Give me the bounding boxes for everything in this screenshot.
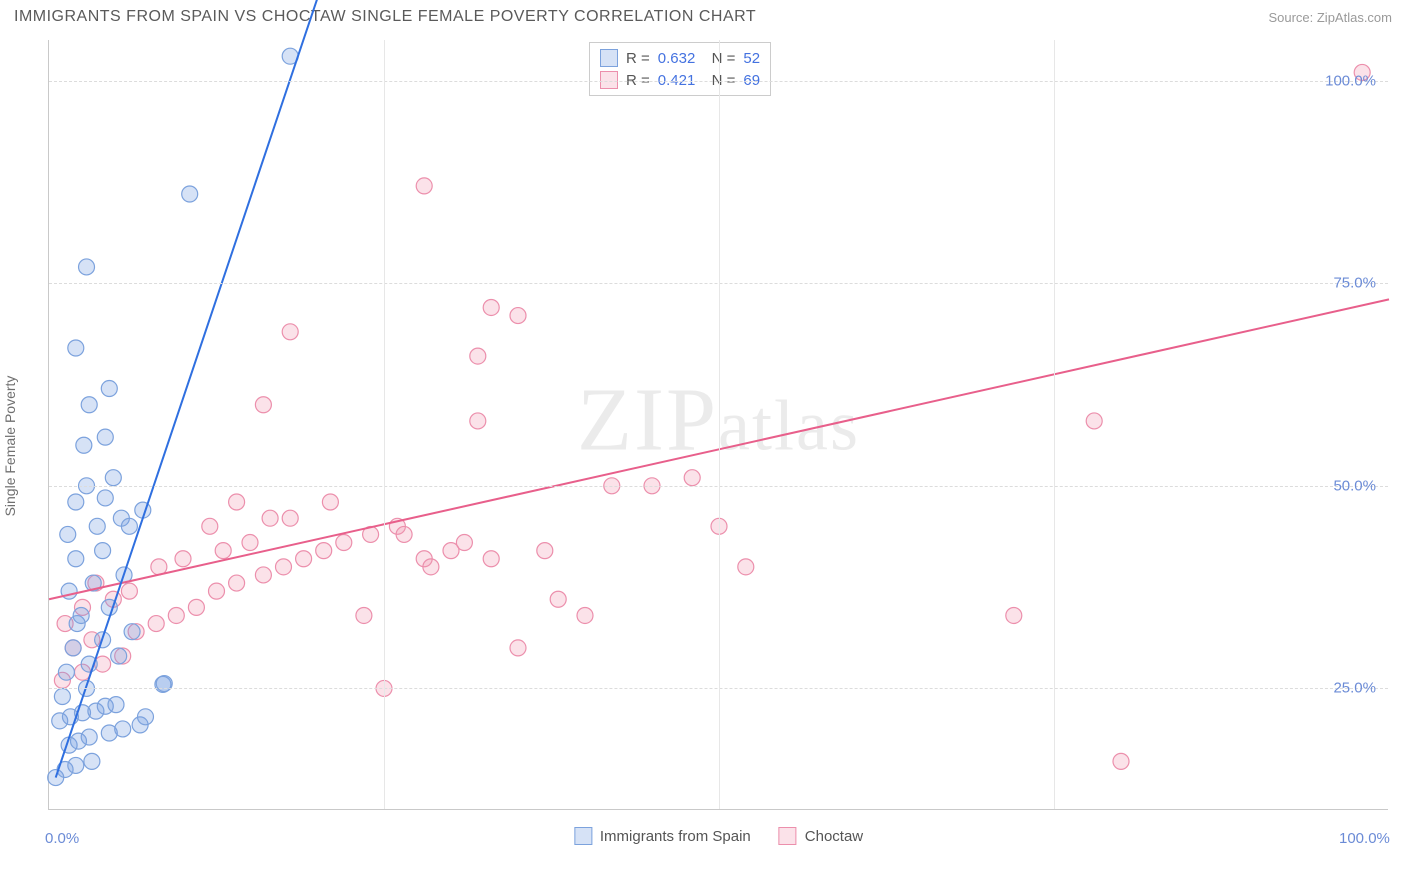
y-tick-label: 25.0% [1333, 680, 1376, 697]
data-point [60, 526, 76, 542]
data-point [1086, 413, 1102, 429]
data-point [229, 575, 245, 591]
data-point [65, 640, 81, 656]
data-point [396, 526, 412, 542]
data-point [115, 721, 131, 737]
regression-line [56, 0, 317, 778]
data-point [68, 494, 84, 510]
gridline-vertical [1054, 40, 1055, 809]
data-point [255, 397, 271, 413]
data-point [229, 494, 245, 510]
data-point [336, 535, 352, 551]
plot-area: ZIPatlas R = 0.632 N = 52 R = 0.421 N = … [48, 40, 1388, 810]
data-point [262, 510, 278, 526]
data-point [54, 689, 70, 705]
x-tick-label: 0.0% [45, 830, 79, 847]
data-point [202, 518, 218, 534]
data-point [168, 607, 184, 623]
data-point [537, 543, 553, 559]
data-point [95, 543, 111, 559]
y-axis-label: Single Female Poverty [2, 376, 18, 517]
data-point [97, 490, 113, 506]
data-point [68, 340, 84, 356]
data-point [296, 551, 312, 567]
data-point [137, 709, 153, 725]
data-point [81, 397, 97, 413]
data-point [76, 437, 92, 453]
data-point [276, 559, 292, 575]
data-point [215, 543, 231, 559]
data-point [101, 381, 117, 397]
source-label: Source: [1268, 10, 1316, 25]
data-point [68, 551, 84, 567]
swatch-bottom-2 [779, 827, 797, 845]
data-point [79, 259, 95, 275]
data-point [182, 186, 198, 202]
data-point [209, 583, 225, 599]
data-point [68, 757, 84, 773]
data-point [282, 510, 298, 526]
data-point [148, 616, 164, 632]
swatch-bottom-1 [574, 827, 592, 845]
data-point [73, 607, 89, 623]
data-point [316, 543, 332, 559]
r-label: R = [626, 50, 650, 67]
legend-item-1: Immigrants from Spain [574, 827, 751, 845]
data-point [470, 348, 486, 364]
chart-title: IMMIGRANTS FROM SPAIN VS CHOCTAW SINGLE … [14, 8, 756, 26]
data-point [356, 607, 372, 623]
data-point [124, 624, 140, 640]
legend-item-2: Choctaw [779, 827, 863, 845]
data-point [684, 470, 700, 486]
data-point [470, 413, 486, 429]
data-point [510, 308, 526, 324]
data-point [84, 753, 100, 769]
y-tick-label: 75.0% [1333, 275, 1376, 292]
data-point [456, 535, 472, 551]
y-tick-label: 50.0% [1333, 477, 1376, 494]
data-point [322, 494, 338, 510]
data-point [89, 518, 105, 534]
data-point [188, 599, 204, 615]
source-link[interactable]: ZipAtlas.com [1317, 10, 1392, 25]
data-point [108, 697, 124, 713]
data-point [483, 551, 499, 567]
swatch-series-1 [600, 49, 618, 67]
data-point [550, 591, 566, 607]
data-point [282, 324, 298, 340]
legend-label-2: Choctaw [805, 828, 863, 845]
data-point [255, 567, 271, 583]
gridline-vertical [384, 40, 385, 809]
legend-label-1: Immigrants from Spain [600, 828, 751, 845]
data-point [242, 535, 258, 551]
series-legend: Immigrants from Spain Choctaw [574, 827, 863, 845]
r-value-1: 0.632 [658, 50, 696, 67]
data-point [423, 559, 439, 575]
data-point [121, 518, 137, 534]
data-point [81, 729, 97, 745]
data-point [111, 648, 127, 664]
y-tick-label: 100.0% [1325, 72, 1376, 89]
data-point [175, 551, 191, 567]
data-point [1113, 753, 1129, 769]
data-point [1006, 607, 1022, 623]
gridline-vertical [719, 40, 720, 809]
n-value-1: 52 [743, 50, 760, 67]
data-point [121, 583, 137, 599]
data-point [416, 178, 432, 194]
legend-row-series-1: R = 0.632 N = 52 [600, 47, 760, 69]
data-point [105, 470, 121, 486]
x-tick-label: 100.0% [1339, 830, 1390, 847]
data-point [58, 664, 74, 680]
data-point [577, 607, 593, 623]
data-point [510, 640, 526, 656]
correlation-legend: R = 0.632 N = 52 R = 0.421 N = 69 [589, 42, 771, 96]
chart-header: IMMIGRANTS FROM SPAIN VS CHOCTAW SINGLE … [0, 0, 1406, 30]
data-point [97, 429, 113, 445]
data-point [738, 559, 754, 575]
data-point [483, 299, 499, 315]
source-attribution: Source: ZipAtlas.com [1268, 10, 1392, 25]
